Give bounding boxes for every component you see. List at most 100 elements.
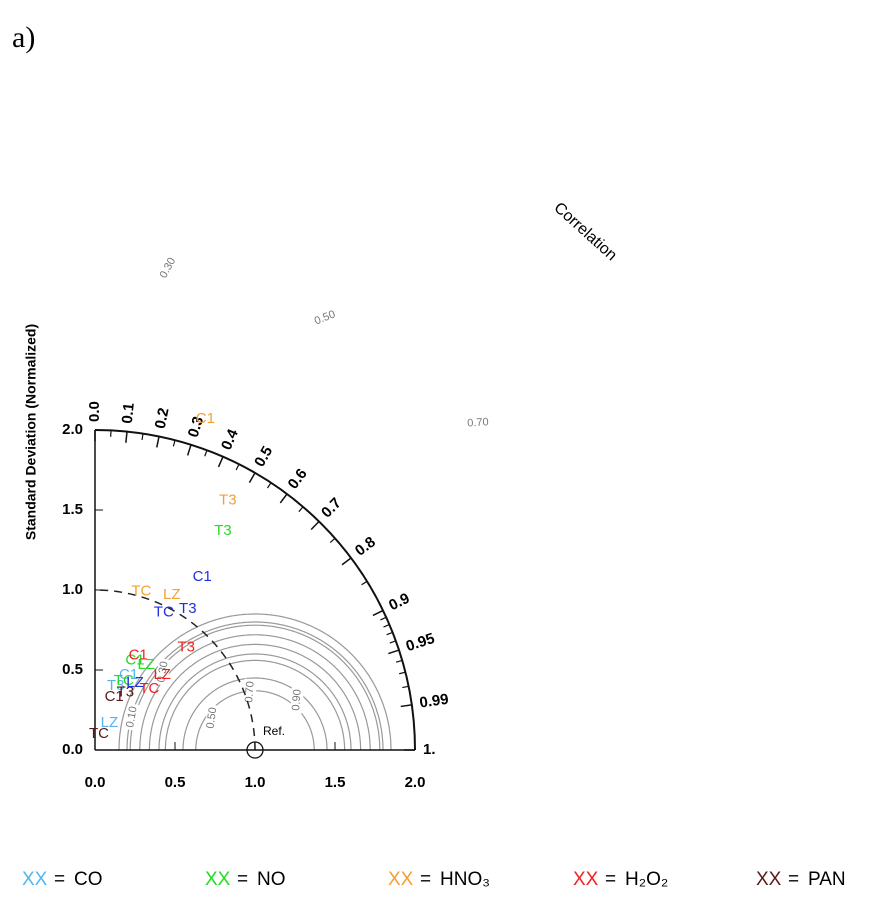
- rms-contour: [118, 613, 392, 750]
- ref-marker: [246, 741, 264, 759]
- data-point: C1: [196, 410, 215, 427]
- data-point: TC: [131, 583, 151, 600]
- corr-tick-label: 0.2: [152, 406, 173, 430]
- corr-tick: [372, 609, 384, 617]
- corr-tick-label: 1.: [423, 741, 436, 758]
- legend-label: CO: [74, 869, 103, 890]
- rms-contour: [182, 677, 328, 750]
- contour-label: 0.30: [155, 660, 171, 683]
- data-point: LZ: [153, 666, 171, 683]
- corr-tick-label: 0.6: [285, 465, 311, 492]
- corr-tick: [400, 704, 412, 708]
- contour-label-bg: [154, 658, 172, 686]
- legend-symbol: XX: [388, 869, 414, 890]
- contour-label-bg: [156, 253, 180, 283]
- rms-contour: [129, 624, 381, 750]
- x-tick-label: 0.0: [85, 774, 106, 791]
- x-tick-label: 0.5: [165, 774, 186, 791]
- corr-tick: [310, 520, 320, 530]
- legend-separator: =: [605, 869, 616, 890]
- contour-label-bg: [123, 703, 141, 731]
- corr-tick: [388, 649, 400, 655]
- corr-minor-tick: [380, 616, 387, 621]
- corr-tick-label: 0.5: [251, 443, 276, 470]
- legend-symbol: XX: [22, 869, 48, 890]
- corr-tick-label: 0.99: [418, 691, 449, 712]
- contour-label: 0.70: [467, 416, 489, 429]
- panel-label: a): [12, 21, 35, 54]
- contour-label: 0.10: [124, 705, 140, 728]
- corr-minor-tick: [235, 463, 240, 471]
- corr-tick-label: 0.0: [86, 401, 103, 422]
- rms-contour: [139, 634, 371, 750]
- corr-minor-tick: [141, 433, 144, 441]
- ref-label: Ref.: [263, 724, 285, 738]
- data-point: LZ: [101, 714, 119, 731]
- corr-tick-label: 0.7: [318, 495, 345, 522]
- x-tick-label: 1.0: [245, 774, 266, 791]
- data-point: C1: [129, 647, 148, 664]
- corr-minor-tick: [383, 624, 390, 628]
- corr-tick-label: 0.9: [386, 590, 412, 614]
- data-point: T3: [214, 522, 232, 539]
- contour-label-bg: [464, 416, 492, 430]
- corr-tick-label: 0.4: [218, 426, 242, 453]
- corr-minor-tick: [204, 450, 208, 457]
- rms-contour: [148, 643, 362, 750]
- corr-tick: [125, 431, 128, 443]
- data-point: C1: [193, 568, 212, 585]
- corr-minor-tick: [298, 506, 304, 513]
- data-point: LZ: [163, 586, 181, 603]
- corr-minor-tick: [361, 580, 368, 586]
- corr-tick: [156, 436, 160, 448]
- legend-separator: =: [420, 869, 431, 890]
- corr-minor-tick: [402, 685, 409, 689]
- contour-label-bg: [290, 686, 304, 714]
- corr-tick-label: 0.1: [119, 402, 138, 424]
- corr-minor-tick: [329, 537, 336, 544]
- corr-tick: [186, 444, 192, 456]
- corr-tick-label: 0.95: [404, 630, 437, 655]
- legend-label: NO: [257, 869, 286, 890]
- corr-tick: [279, 493, 288, 504]
- y-tick-label: 0.0: [62, 741, 83, 758]
- data-point: T3: [117, 683, 135, 700]
- corr-tick: [217, 456, 224, 468]
- corr-axis-label: Correlation: [550, 199, 620, 264]
- contour-label: 0.90: [290, 689, 303, 711]
- y-tick-label: 0.5: [62, 661, 83, 678]
- data-point: T3: [219, 491, 237, 508]
- corr-tick: [341, 557, 352, 566]
- legend-label: H₂O₂: [625, 869, 668, 890]
- contour-label: 0.50: [313, 308, 337, 327]
- data-point: T3: [107, 677, 125, 694]
- contour-label-bg: [310, 307, 340, 329]
- reference-arc: [94, 589, 256, 751]
- rms-contour: [158, 653, 352, 750]
- legend-label: HNO₃: [440, 869, 490, 890]
- corr-minor-tick: [386, 631, 393, 636]
- data-point: LZ: [126, 674, 144, 691]
- corr-tick-label: 0.8: [352, 533, 379, 559]
- contour-label: 0.70: [243, 681, 256, 703]
- x-tick-label: 2.0: [405, 774, 426, 791]
- rms-contour: [126, 621, 384, 750]
- corr-minor-tick: [399, 671, 406, 675]
- contour-label: 0.50: [204, 707, 219, 730]
- data-point: LZ: [137, 656, 155, 673]
- contour-label-bg: [243, 678, 257, 706]
- legend-label: PAN: [808, 869, 846, 890]
- data-point: TC: [89, 725, 109, 742]
- corr-minor-tick: [395, 659, 403, 663]
- rms-contour: [164, 659, 346, 750]
- outer-arc: [94, 429, 416, 751]
- legend-separator: =: [54, 869, 65, 890]
- data-point: T3: [179, 600, 197, 617]
- y-tick-label: 1.0: [62, 581, 83, 598]
- corr-minor-tick: [266, 482, 272, 489]
- contour-label-bg: [204, 704, 220, 732]
- data-point: TC: [114, 672, 134, 689]
- corr-tick-label: 0.3: [185, 415, 207, 440]
- legend-symbol: XX: [205, 869, 231, 890]
